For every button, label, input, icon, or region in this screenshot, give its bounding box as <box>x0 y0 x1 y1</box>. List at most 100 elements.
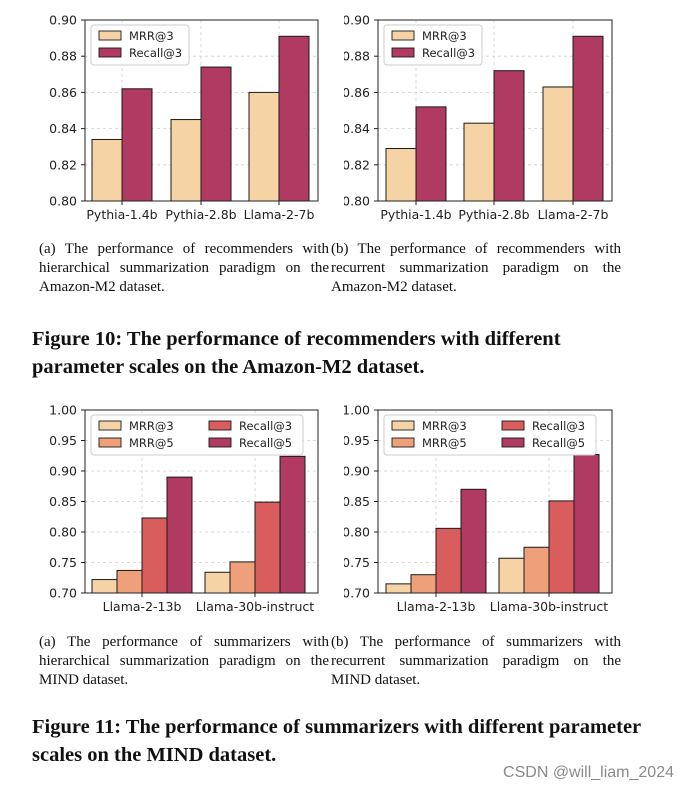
chart-recommenders-hierarchical-amazon: 0.80 0.82 0.84 0.86 0.88 0.90 Pythia-1.4b Pythi… <box>49 13 319 222</box>
legend: MRR@3 MRR@5 Recall@3 Recall@5 <box>383 414 597 456</box>
x-tick-label: Llama-2-13b <box>397 599 476 614</box>
figure-10-title: Figure 10: The performance of recommende… <box>32 328 561 378</box>
bar-recall-3-llama-2-13b <box>141 517 168 594</box>
y-tick-label: 0.75 <box>344 555 370 570</box>
y-tick-label: 0.86 <box>49 85 77 100</box>
y-tick-label: 0.90 <box>344 13 370 28</box>
legend-label: MRR@5 <box>129 436 174 450</box>
subcaption-fig10-a: (a) The performance of recommenders with… <box>39 241 329 295</box>
bar-mrr-3-llama-2-7b <box>542 86 574 202</box>
legend-box <box>383 414 597 456</box>
bar-mrr-3-pythia-2-8b <box>463 122 495 202</box>
y-tick-label: 1.00 <box>49 403 77 418</box>
legend-label: MRR@3 <box>129 29 174 43</box>
y-tick-label: 0.84 <box>49 121 77 136</box>
y-tick-label: 0.80 <box>344 525 370 540</box>
bar-mrr-3-llama-2-13b <box>385 583 412 594</box>
legend-swatch <box>208 420 232 431</box>
x-tick-label: Llama-30b-instruct <box>196 599 315 614</box>
y-tick-label: 0.80 <box>49 194 77 209</box>
watermark: CSDN @will_liam_2024 <box>503 764 674 781</box>
chart-recommenders-recurrent-amazon: 0.80 0.82 0.84 0.86 0.88 0.90 Pythia-1.4b Pythi… <box>344 13 613 222</box>
plot-frame <box>377 409 613 594</box>
y-tick-label: 0.85 <box>49 494 77 509</box>
y-tick-label: 0.95 <box>344 433 370 448</box>
plot-frame <box>377 19 613 202</box>
bar-recall-3-pythia-2-8b <box>493 70 525 202</box>
y-tick-label: 0.90 <box>49 13 77 28</box>
bar-mrr-3-pythia-1-4b <box>385 148 417 202</box>
x-tick-label: Llama-30b-instruct <box>490 599 609 614</box>
y-tick-label: 0.95 <box>49 433 77 448</box>
x-tick-label: Llama-2-13b <box>103 599 182 614</box>
x-tick-label: Llama-2-7b <box>538 207 609 222</box>
bar-mrr-3-pythia-1-4b <box>91 138 123 202</box>
legend-swatch <box>98 30 122 41</box>
subcaption-fig11-b: (b) The performance of summarizers with … <box>331 634 621 688</box>
bar-recall-3-pythia-1-4b <box>415 106 447 202</box>
legend-swatch <box>391 47 415 58</box>
legend: MRR@3 Recall@3 <box>383 24 483 66</box>
y-tick-label: 0.90 <box>49 464 77 479</box>
legend-swatch <box>208 437 232 448</box>
bar-recall-3-llama-2-7b <box>572 35 604 202</box>
y-tick-label: 1.00 <box>344 403 370 418</box>
bar-recall-3-llama-2-7b <box>278 35 310 202</box>
y-tick-label: 0.82 <box>49 157 77 172</box>
legend-label: MRR@5 <box>422 436 467 450</box>
legend-swatch <box>501 437 525 448</box>
x-tick-label: Pythia-1.4b <box>380 207 451 222</box>
legend-swatch <box>391 30 415 41</box>
bar-recall-5-llama-2-13b <box>166 476 193 594</box>
plot-frame <box>84 409 319 594</box>
legend: MRR@3 Recall@3 <box>90 24 190 66</box>
y-tick-label: 0.75 <box>49 555 77 570</box>
bar-mrr-3-llama-30b-instruct <box>204 571 231 594</box>
bar-recall-5-llama-2-13b <box>460 488 487 594</box>
legend-label: MRR@3 <box>422 29 467 43</box>
x-tick-label: Pythia-2.8b <box>458 207 529 222</box>
legend-label: Recall@3 <box>129 46 182 60</box>
bar-mrr-3-llama-30b-instruct <box>498 557 525 594</box>
subcaption-fig10-b: (b) The performance of recommenders with… <box>331 241 621 295</box>
y-tick-label: 0.88 <box>344 49 370 64</box>
legend-swatch <box>98 47 122 58</box>
legend-swatch <box>98 437 122 448</box>
legend-swatch <box>501 420 525 431</box>
bar-mrr-5-llama-30b-instruct <box>523 546 550 594</box>
legend-label: Recall@3 <box>422 46 475 60</box>
y-tick-label: 0.85 <box>344 494 370 509</box>
legend-label: MRR@3 <box>129 419 174 433</box>
bar-mrr-3-llama-2-7b <box>248 91 280 202</box>
x-tick-label: Pythia-1.4b <box>86 207 157 222</box>
y-tick-label: 0.84 <box>344 121 370 136</box>
legend-label: Recall@3 <box>239 419 292 433</box>
bar-recall-3-llama-30b-instruct <box>254 501 281 594</box>
y-tick-label: 0.80 <box>344 194 370 209</box>
bar-recall-3-pythia-1-4b <box>121 88 153 202</box>
x-tick-label: Llama-2-7b <box>244 207 315 222</box>
y-tick-label: 0.80 <box>49 525 77 540</box>
legend-label: Recall@5 <box>239 436 292 450</box>
legend-swatch <box>391 420 415 431</box>
bar-mrr-5-llama-2-13b <box>410 574 437 594</box>
chart-summarizers-recurrent-mind: 0.70 0.75 0.80 0.85 0.90 0.95 1.00 Llama-2-13b L… <box>344 403 613 614</box>
legend-swatch <box>391 437 415 448</box>
y-tick-label: 0.82 <box>344 157 370 172</box>
bar-mrr-5-llama-30b-instruct <box>229 561 256 594</box>
bar-mrr-3-pythia-2-8b <box>170 119 202 202</box>
bar-mrr-3-llama-2-13b <box>91 579 118 594</box>
legend-label: MRR@3 <box>422 419 467 433</box>
legend-swatch <box>98 420 122 431</box>
chart-summarizers-hierarchical-mind: 0.70 0.75 0.80 0.85 0.90 0.95 1.00 Llama-2-13b L… <box>49 403 319 614</box>
y-tick-label: 0.70 <box>49 586 77 601</box>
bar-recall-3-llama-2-13b <box>435 527 462 594</box>
bar-mrr-5-llama-2-13b <box>116 569 143 594</box>
legend-label: Recall@3 <box>532 419 585 433</box>
bar-recall-5-llama-30b-instruct <box>573 454 600 594</box>
legend-label: Recall@5 <box>532 436 585 450</box>
legend-box <box>90 414 304 456</box>
figure-11-title: Figure 11: The performance of summarizer… <box>32 716 641 766</box>
y-tick-label: 0.86 <box>344 85 370 100</box>
y-tick-label: 0.88 <box>49 49 77 64</box>
